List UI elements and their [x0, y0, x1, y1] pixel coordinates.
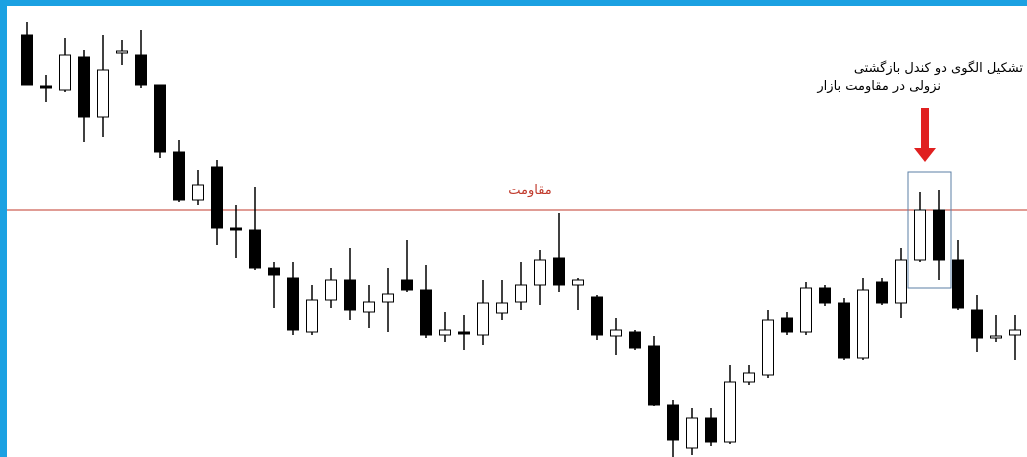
candle-body — [838, 302, 850, 359]
annotation-line: نزولی در مقاومت بازار — [817, 79, 941, 94]
annotation-line: تشکیل الگوی دو کندل بازگشتی — [853, 61, 1023, 76]
frame-top — [0, 0, 1027, 6]
candle-body — [515, 284, 527, 303]
arrow — [914, 108, 936, 162]
candle-body — [458, 331, 470, 335]
candle-body — [382, 293, 394, 303]
candle-body — [534, 259, 546, 286]
candle-body — [971, 309, 983, 339]
candle-body — [192, 184, 204, 201]
candle-body — [40, 85, 52, 89]
candle-body — [857, 289, 869, 359]
candle-body — [211, 166, 223, 229]
candle-body — [268, 267, 280, 276]
candle-body — [135, 54, 147, 86]
candle-body — [648, 345, 660, 406]
candle-body — [990, 335, 1002, 339]
candle-body — [154, 84, 166, 153]
candle-body — [781, 317, 793, 333]
candle-body — [933, 209, 945, 261]
candle-body — [97, 69, 109, 118]
candle-body — [344, 279, 356, 311]
candle-body — [116, 50, 128, 54]
frame-left — [0, 0, 7, 457]
candle-body — [591, 296, 603, 336]
candle-body — [173, 151, 185, 201]
candle-body — [287, 277, 299, 331]
candle-body — [420, 289, 432, 336]
candle-body — [1009, 329, 1021, 336]
candle-body — [819, 287, 831, 304]
candle-body — [686, 417, 698, 449]
candle-body — [876, 281, 888, 304]
resistance-label: مقاومت — [508, 183, 552, 198]
candle-body — [325, 279, 337, 301]
candle-body — [762, 319, 774, 376]
candle-body — [800, 287, 812, 333]
candle-body — [496, 302, 508, 314]
candle-body — [306, 299, 318, 333]
candle-body — [610, 329, 622, 337]
highlight-box — [907, 171, 952, 289]
candle-body — [553, 257, 565, 286]
candle-body — [629, 331, 641, 349]
candle-body — [21, 34, 33, 86]
candle-body — [249, 229, 261, 269]
candle-body — [59, 54, 71, 91]
candle-body — [914, 209, 926, 261]
candle-body — [743, 372, 755, 383]
candle-body — [572, 279, 584, 286]
candle-body — [724, 381, 736, 443]
candle-body — [363, 301, 375, 313]
candle-body — [477, 302, 489, 336]
candle-body — [895, 259, 907, 304]
candle-body — [230, 227, 242, 231]
candle-body — [667, 404, 679, 441]
candle-body — [705, 417, 717, 443]
candle-body — [439, 329, 451, 336]
candle-body — [401, 279, 413, 291]
candle-body — [78, 56, 90, 118]
candle-body — [952, 259, 964, 309]
